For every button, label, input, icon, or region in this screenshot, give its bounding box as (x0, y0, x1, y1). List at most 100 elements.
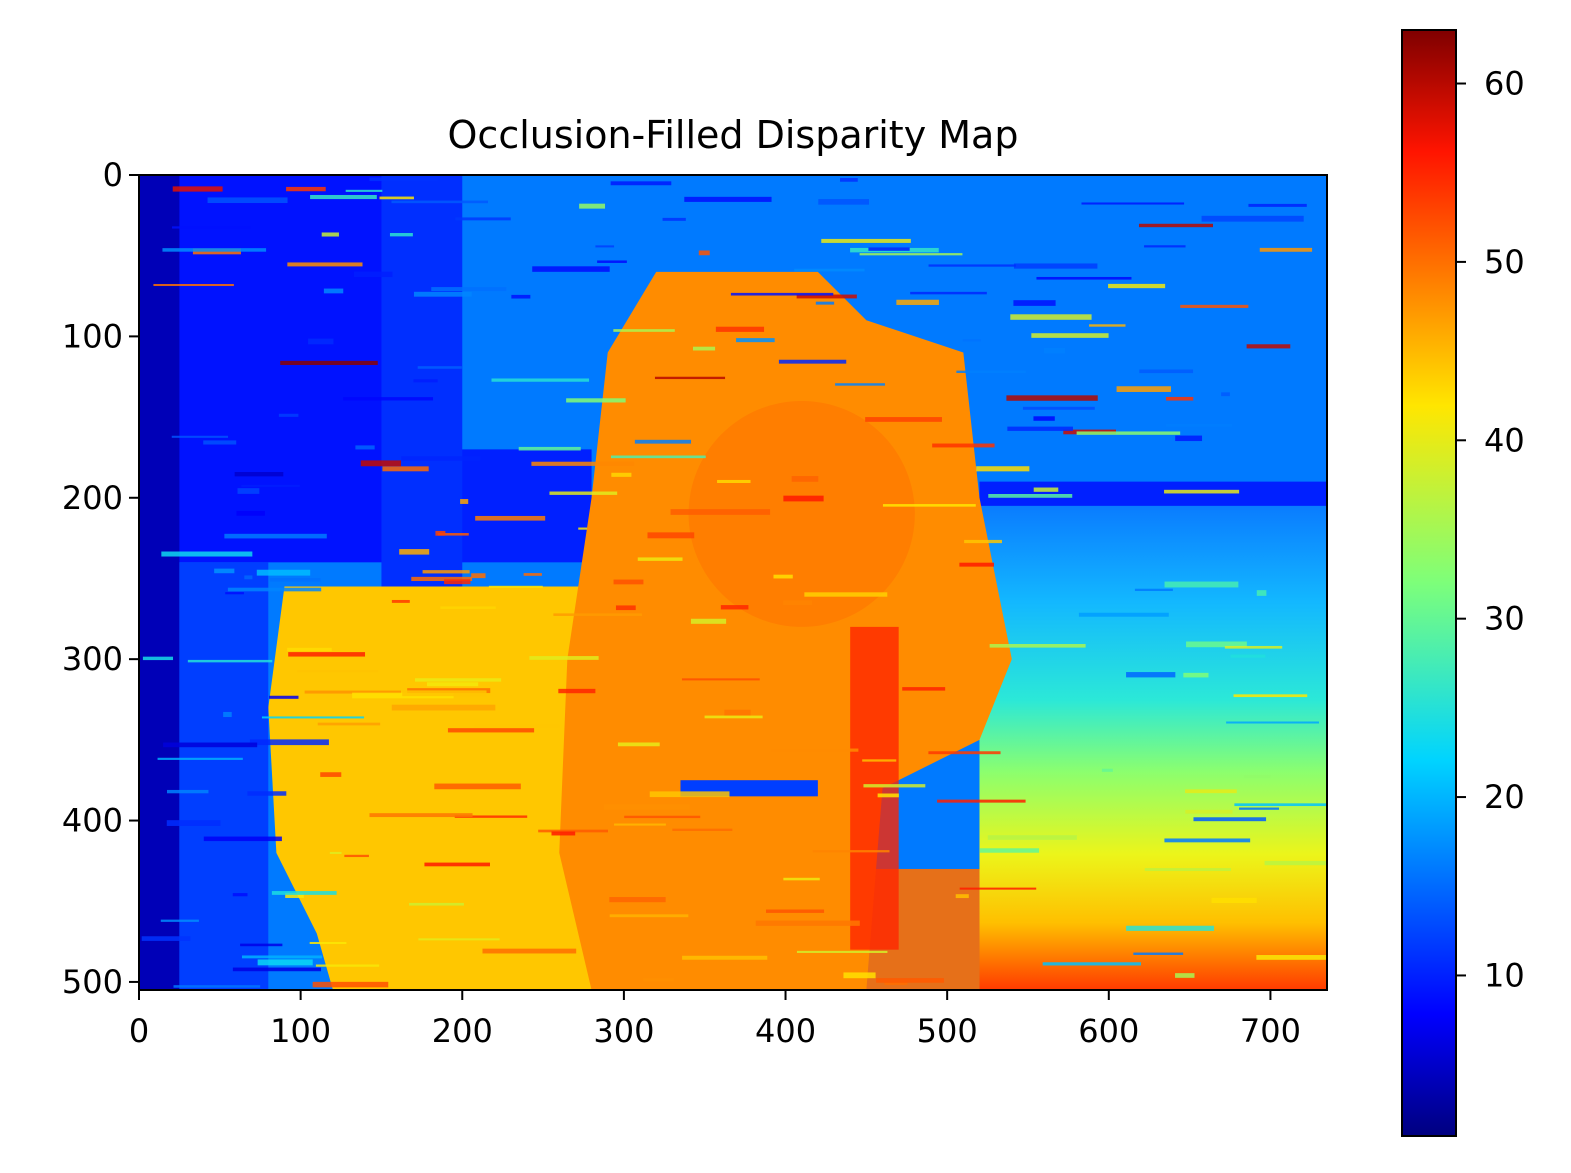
texture-streak (637, 557, 683, 561)
texture-streak (609, 897, 666, 903)
texture-streak (604, 804, 690, 810)
texture-streak (1089, 324, 1126, 327)
texture-streak (649, 791, 730, 798)
texture-streak (203, 440, 237, 445)
texture-streak (382, 466, 429, 472)
texture-streak (473, 724, 560, 728)
texture-streak (344, 854, 369, 858)
texture-streak (434, 783, 521, 790)
texture-streak (440, 606, 496, 609)
y-tick-label: 0 (103, 156, 123, 194)
texture-streak (297, 670, 379, 673)
x-tick-label: 600 (1078, 1012, 1139, 1050)
texture-streak (234, 472, 284, 477)
texture-streak (682, 955, 768, 960)
texture-streak (278, 413, 299, 417)
texture-streak (1183, 672, 1209, 678)
texture-streak (241, 955, 323, 959)
texture-streak (1010, 314, 1092, 320)
texture-streak (511, 294, 531, 299)
texture-streak (321, 232, 339, 237)
texture-streak (647, 532, 695, 539)
texture-streak (1033, 416, 1055, 421)
texture-streak (538, 829, 608, 833)
texture-streak (609, 914, 689, 918)
texture-streak (987, 835, 1077, 840)
texture-streak (391, 704, 496, 711)
texture-streak (553, 613, 642, 616)
texture-streak (482, 948, 577, 954)
texture-streak (431, 287, 507, 292)
texture-streak (207, 197, 288, 204)
chart-title: Occlusion-Filled Disparity Map (448, 113, 1019, 157)
texture-streak (1006, 395, 1098, 401)
texture-streak (1221, 392, 1230, 397)
region-object-highlight (688, 400, 915, 627)
texture-streak (1166, 396, 1194, 401)
texture-streak (1078, 612, 1169, 617)
texture-streak (447, 728, 535, 733)
x-tick-label: 700 (1240, 1012, 1301, 1050)
texture-streak (932, 443, 995, 448)
texture-streak (610, 455, 706, 459)
texture-streak (309, 941, 347, 945)
texture-streak (634, 439, 692, 444)
texture-streak (287, 647, 332, 652)
texture-streak (1175, 435, 1203, 442)
texture-streak (755, 920, 860, 926)
texture-streak (1180, 304, 1249, 308)
texture-streak (142, 656, 174, 661)
region-left-edge (139, 175, 180, 990)
texture-streak (720, 605, 749, 610)
y-tick-label: 200 (62, 479, 123, 517)
texture-streak (418, 938, 500, 941)
texture-streak (1126, 925, 1215, 931)
texture-streak (345, 189, 383, 192)
texture-streak (223, 711, 232, 718)
texture-streak (1256, 590, 1267, 596)
texture-streak (1164, 838, 1251, 843)
texture-streak (1139, 369, 1194, 374)
texture-streak (1246, 344, 1291, 349)
texture-streak (1186, 641, 1247, 648)
region-left-strip (179, 562, 269, 990)
texture-streak (310, 194, 377, 200)
texture-streak (1239, 807, 1280, 810)
texture-streak (578, 527, 588, 530)
texture-streak (796, 950, 888, 953)
texture-streak (244, 575, 253, 580)
texture-streak (791, 476, 819, 482)
y-tick-label: 300 (62, 640, 123, 678)
x-axis: 0 100 200 300 400 500 600 700 (129, 990, 1301, 1050)
texture-streak (414, 678, 502, 682)
texture-streak (172, 186, 223, 192)
texture-streak (613, 329, 675, 332)
texture-streak (411, 576, 473, 582)
texture-streak (882, 504, 976, 507)
texture-streak (437, 533, 469, 536)
texture-streak (162, 248, 267, 252)
heatmap-image (139, 175, 1327, 990)
texture-streak (402, 690, 487, 697)
texture-streak (236, 510, 265, 516)
texture-streak (670, 509, 771, 515)
colorbar-tick-label: 60 (1484, 65, 1525, 103)
texture-streak (518, 446, 581, 451)
colorbar-tick-label: 20 (1484, 778, 1525, 816)
texture-streak (173, 985, 261, 988)
texture-streak (783, 600, 813, 606)
texture-streak (214, 568, 235, 574)
texture-streak (724, 709, 751, 716)
x-tick-label: 300 (593, 1012, 654, 1050)
texture-streak (1211, 897, 1257, 904)
texture-streak (613, 579, 644, 585)
texture-streak (224, 533, 327, 539)
colorbar: 10 20 30 40 50 60 (1401, 29, 1525, 1137)
texture-streak (704, 715, 763, 719)
texture-streak (868, 247, 910, 251)
texture-streak (976, 466, 1030, 472)
colorbar-tick-label: 10 (1484, 956, 1525, 994)
texture-streak (161, 551, 253, 557)
texture-streak (232, 967, 322, 972)
texture-streak (241, 484, 300, 487)
